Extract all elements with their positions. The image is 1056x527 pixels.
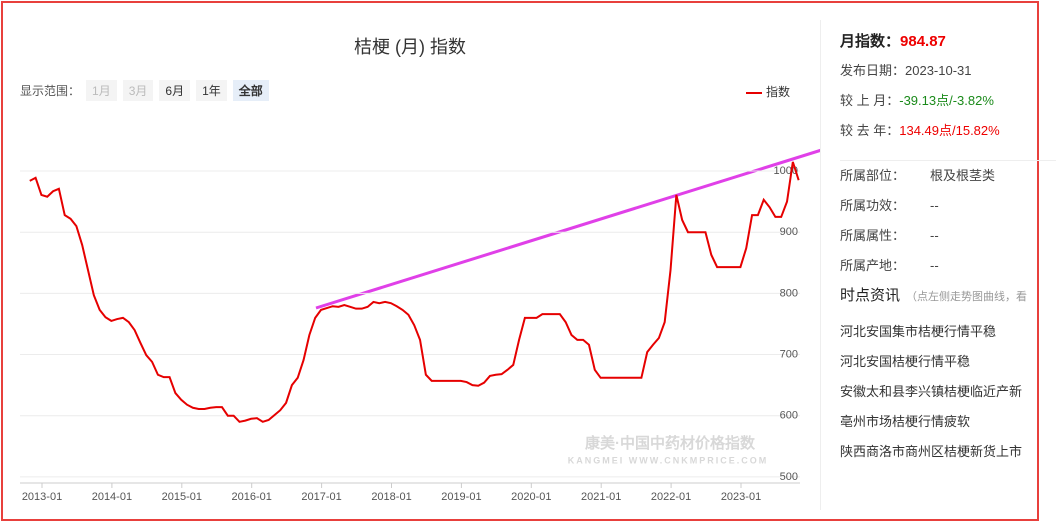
sidebar: 月指数：984.87 发布日期：2023-10-31 较 上 月：-39.13点/-… [840,30,1056,471]
y-tick-label: 800 [780,287,798,299]
x-tick-label: 2021-01 [581,491,621,503]
x-tick-label: 2022-01 [651,491,691,503]
attr-row: 所属部位： 根及根茎类 [840,165,1056,195]
x-tick-label: 2023-01 [721,491,761,503]
attr-label: 所属产地： [840,258,906,273]
frame-border [1,1,1039,521]
index-value: 984.87 [900,33,946,50]
separator [840,150,1056,161]
attr-label: 所属属性： [840,228,906,243]
news-item[interactable]: 陕西商洛市商州区桔梗新货上市 [840,444,1023,459]
yoy-label: 较 去 年： [840,123,900,138]
range-label: 显示范围： [20,84,81,98]
range-button[interactable]: 3月 [122,80,154,101]
yoy-value: 134.49点/15.82% [899,123,1000,138]
y-tick-label: 700 [780,348,798,360]
index-row: 月指数：984.87 [840,30,1056,60]
attr-value: -- [930,228,939,243]
y-tick-label: 600 [780,410,798,422]
divider [820,20,821,510]
mom-value: -39.13点/-3.82% [899,93,994,108]
news-item[interactable]: 安徽太和县李兴镇桔梗临近产新 [840,384,1023,399]
attr-row: 所属功效： -- [840,195,1056,225]
attr-row: 所属产地： -- [840,255,1056,285]
range-controls: 显示范围： 1月 3月 6月 1年 全部 [20,80,269,101]
news-item[interactable]: 河北安国桔梗行情平稳 [840,354,971,369]
attr-value: -- [930,198,939,213]
x-tick-label: 2020-01 [511,491,551,503]
news-title: 时点资讯 [840,287,901,304]
chart-title: 桔梗 (月) 指数 [354,37,466,57]
range-button[interactable]: 1年 [196,80,227,101]
index-label: 月指数： [840,33,901,50]
x-tick-label: 2014-01 [92,491,132,503]
data-line [29,161,800,423]
news-item[interactable]: 河北安国集市桔梗行情平稳 [840,324,997,339]
legend-label: 指数 [766,84,790,99]
watermark: KANGMEI WWW.CNKMPRICE.COM [568,455,769,465]
publish-date: 发布日期：2023-10-31 [840,63,972,78]
attr-row: 所属属性： -- [840,225,1056,255]
x-tick-label: 2016-01 [232,491,272,503]
attr-label: 所属部位： [840,168,906,183]
mom-row: 较 上 月：-39.13点/-3.82% [840,90,1056,120]
attr-value: 根及根茎类 [930,168,996,183]
mom-label: 较 上 月： [840,93,900,108]
watermark: 康美·中国中药材价格指数 [585,434,756,452]
range-button[interactable]: 全部 [232,80,269,101]
x-tick-label: 2017-01 [301,491,341,503]
news-item[interactable]: 亳州市场桔梗行情疲软 [840,414,971,429]
news-header: 时点资讯 （点左侧走势图曲线，看 [840,285,1056,321]
range-button[interactable]: 1月 [86,80,117,101]
y-tick-label: 500 [780,471,798,483]
trend-arrow [315,148,820,310]
range-button[interactable]: 6月 [159,80,191,101]
y-tick-label: 900 [780,226,798,238]
x-tick-label: 2018-01 [371,491,411,503]
x-tick-label: 2013-01 [22,491,62,503]
x-tick-label: 2019-01 [441,491,481,503]
news-hint: （点左侧走势图曲线，看 [906,291,1028,303]
attr-value: -- [930,258,939,273]
x-tick-label: 2015-01 [162,491,202,503]
yoy-row: 较 去 年：134.49点/15.82% [840,120,1056,150]
attr-label: 所属功效： [840,198,906,213]
